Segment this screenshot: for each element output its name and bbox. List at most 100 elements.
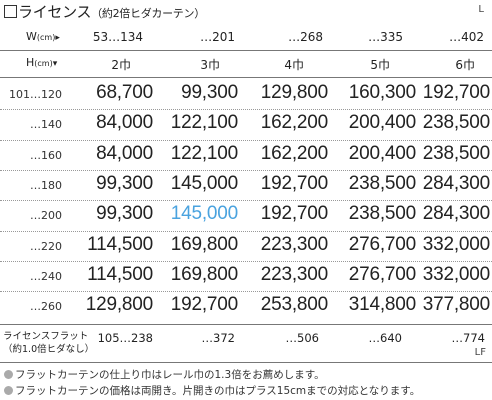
width-range: …268 bbox=[288, 30, 323, 44]
flat-value: …372 bbox=[201, 331, 235, 345]
flat-value: 105…238 bbox=[97, 331, 153, 345]
divider bbox=[0, 362, 492, 363]
price-cell: 192,700 bbox=[260, 203, 328, 225]
price-cell: 129,800 bbox=[260, 82, 328, 103]
checkbox-square-icon bbox=[4, 5, 17, 18]
price-cell: 276,700 bbox=[348, 233, 416, 255]
row-divider bbox=[0, 230, 492, 232]
price-cell: 122,100 bbox=[170, 112, 238, 134]
note: フラットカーテンの価格は両開き。片開きの巾はプラス15cmまでの対応となります。 bbox=[4, 383, 420, 398]
note: フラットカーテンの仕上り巾はレール巾の1.3倍をお薦めします。 bbox=[4, 367, 325, 382]
page-title: ライセンス（約2倍ヒダカーテン） bbox=[4, 1, 205, 22]
price-cell: 114,500 bbox=[87, 233, 153, 255]
height-unit: (cm) bbox=[34, 59, 53, 68]
price-cell: 99,300 bbox=[96, 203, 153, 225]
price-cell: 169,800 bbox=[170, 233, 238, 255]
width-count: 3巾 bbox=[200, 58, 220, 72]
price-cell: 276,700 bbox=[348, 263, 416, 285]
price-cell: 169,800 bbox=[170, 263, 238, 285]
flat-row: ライセンスフラット （約1.0倍ヒダなし） 105…238 …372 …506 … bbox=[0, 330, 492, 360]
table-row: 101…120 68,700 99,300 129,800 160,300 192,700 bbox=[0, 80, 492, 109]
width-range: …335 bbox=[368, 30, 403, 44]
price-cell: 192,700 bbox=[422, 82, 490, 103]
height-range: …180 bbox=[30, 178, 62, 192]
row-divider bbox=[0, 200, 492, 202]
price-cell: 192,700 bbox=[170, 294, 238, 316]
row-divider bbox=[0, 260, 492, 262]
price-cell: 192,700 bbox=[260, 172, 328, 194]
price-cell: 68,700 bbox=[96, 82, 153, 103]
type-badge: L bbox=[478, 4, 484, 15]
table-row: …200 99,300 145,000 192,700 238,500 284,300 bbox=[0, 201, 492, 230]
height-label: H bbox=[26, 56, 35, 69]
row-divider bbox=[0, 109, 492, 111]
flat-value: …774 bbox=[451, 331, 485, 345]
price-cell: 223,300 bbox=[260, 233, 328, 255]
note-text: フラットカーテンの価格は両開き。片開きの巾はプラス15cmまでの対応となります。 bbox=[15, 385, 421, 397]
table-row: …220 114,500 169,800 223,300 276,700 332,000 bbox=[0, 232, 492, 261]
width-label: W bbox=[26, 30, 37, 43]
price-cell: 314,800 bbox=[348, 294, 416, 316]
price-cell: 332,000 bbox=[422, 263, 490, 285]
row-divider bbox=[0, 291, 492, 293]
height-range: …260 bbox=[30, 300, 62, 314]
price-cell: 238,500 bbox=[422, 112, 490, 134]
flat-value: …506 bbox=[285, 331, 319, 345]
width-axis-label: W(cm)▸ bbox=[26, 30, 60, 43]
price-cell: 238,500 bbox=[348, 203, 416, 225]
price-cell: 84,000 bbox=[96, 142, 153, 164]
divider bbox=[0, 324, 492, 325]
price-cell: 284,300 bbox=[422, 172, 490, 194]
height-range: …160 bbox=[30, 148, 62, 162]
price-cell: 84,000 bbox=[96, 112, 153, 134]
flat-label-line2: （約1.0倍ヒダなし） bbox=[3, 344, 95, 355]
right-arrow-icon: ▸ bbox=[55, 33, 60, 43]
height-range: …240 bbox=[30, 269, 62, 283]
price-cell: 200,400 bbox=[348, 142, 416, 164]
width-unit: (cm) bbox=[36, 33, 56, 42]
row-divider bbox=[0, 169, 492, 171]
table-row: …160 84,000 122,100 162,200 200,400 238,500 bbox=[0, 141, 492, 170]
width-range: …201 bbox=[200, 30, 235, 44]
price-cell: 145,000 bbox=[170, 172, 238, 194]
price-cell: 238,500 bbox=[348, 172, 416, 194]
note-text: フラットカーテンの仕上り巾はレール巾の1.3倍をお薦めします。 bbox=[15, 369, 325, 381]
height-range: …220 bbox=[30, 239, 62, 253]
price-cell: 200,400 bbox=[348, 112, 416, 134]
price-cell: 145,000 bbox=[170, 203, 238, 225]
width-header-row: W(cm)▸ 53…134 …201 …268 …335 …402 bbox=[0, 27, 492, 47]
divider bbox=[0, 50, 492, 51]
height-range: …140 bbox=[30, 118, 62, 132]
width-range: 53…134 bbox=[92, 30, 143, 44]
flat-label-line1: ライセンスフラット bbox=[3, 331, 89, 342]
bullet-icon bbox=[4, 386, 13, 395]
price-cell: 284,300 bbox=[422, 203, 490, 225]
table-row: …140 84,000 122,100 162,200 200,400 238,500 bbox=[0, 110, 492, 139]
bullet-icon bbox=[4, 370, 13, 379]
price-cell: 162,200 bbox=[260, 142, 328, 164]
price-cell: 253,800 bbox=[260, 294, 328, 316]
price-cell: 129,800 bbox=[85, 294, 153, 316]
table-row: …260 129,800 192,700 253,800 314,800 377,800 bbox=[0, 292, 492, 321]
height-range: …200 bbox=[30, 209, 62, 223]
table-row: …180 99,300 145,000 192,700 238,500 284,300 bbox=[0, 171, 492, 200]
divider bbox=[0, 77, 492, 78]
product-subtitle: （約2倍ヒダカーテン） bbox=[91, 7, 205, 20]
table-row: …240 114,500 169,800 223,300 276,700 332,000 bbox=[0, 262, 492, 291]
price-cell: 377,800 bbox=[422, 294, 490, 316]
width-count: 6巾 bbox=[455, 58, 475, 72]
price-cell: 99,300 bbox=[181, 82, 238, 103]
flat-label: ライセンスフラット （約1.0倍ヒダなし） bbox=[3, 330, 94, 356]
down-arrow-icon: ▾ bbox=[52, 59, 58, 69]
price-cell: 122,100 bbox=[170, 142, 238, 164]
width-range: …402 bbox=[449, 30, 484, 44]
price-cell: 238,500 bbox=[422, 142, 490, 164]
width-count: 4巾 bbox=[284, 58, 304, 72]
row-divider bbox=[0, 139, 492, 141]
product-name: ライセンス bbox=[18, 3, 92, 21]
height-range: 101…120 bbox=[9, 88, 62, 101]
price-cell: 114,500 bbox=[87, 263, 153, 285]
price-cell: 162,200 bbox=[260, 112, 328, 134]
price-cell: 332,000 bbox=[422, 233, 490, 255]
price-cell: 160,300 bbox=[348, 82, 416, 103]
